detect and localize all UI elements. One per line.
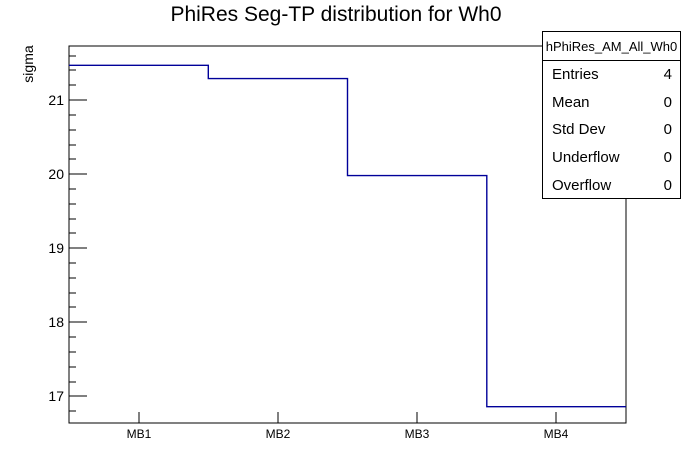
- stats-box-title: hPhiRes_AM_All_Wh0: [543, 32, 680, 61]
- stats-row-label: Entries: [552, 66, 599, 84]
- stats-row: Overflow 0: [543, 171, 680, 199]
- stats-row: Mean 0: [543, 89, 680, 117]
- stats-box: hPhiRes_AM_All_Wh0 Entries 4 Mean 0 Std Dev 0…: [542, 31, 681, 199]
- stats-row-value: 0: [663, 121, 672, 139]
- x-tick-label: MB1: [127, 427, 152, 441]
- y-tick-label: 19: [48, 240, 64, 256]
- stats-row-label: Overflow: [552, 176, 612, 194]
- stats-row-value: 4: [663, 66, 672, 84]
- histogram-step-line: [69, 64, 626, 408]
- plot-frame: [68, 45, 627, 424]
- x-tick-label: MB3: [405, 427, 430, 441]
- stats-row-value: 0: [663, 149, 672, 167]
- x-tick-label: MB2: [266, 427, 291, 441]
- y-tick-label: 18: [48, 314, 64, 330]
- y-tick-label: 21: [48, 92, 64, 108]
- chart-title: PhiRes Seg-TP distribution for Wh0: [170, 3, 502, 26]
- stats-row: Entries 4: [543, 61, 680, 89]
- stats-row-value: 0: [663, 93, 672, 111]
- y-tick-label: 20: [48, 166, 64, 182]
- y-tick-label: 17: [48, 388, 64, 404]
- stats-box-rows: Entries 4 Mean 0 Std Dev 0 Underflow 0 Overflow 0: [543, 61, 680, 199]
- stats-row: Std Dev 0: [543, 116, 680, 144]
- x-tick-label: MB4: [544, 427, 569, 441]
- stats-row: Underflow 0: [543, 144, 680, 172]
- stats-row-label: Std Dev: [552, 121, 606, 139]
- stats-row-label: Mean: [552, 93, 590, 111]
- stats-row-value: 0: [663, 176, 672, 194]
- stats-row-label: Underflow: [552, 149, 620, 167]
